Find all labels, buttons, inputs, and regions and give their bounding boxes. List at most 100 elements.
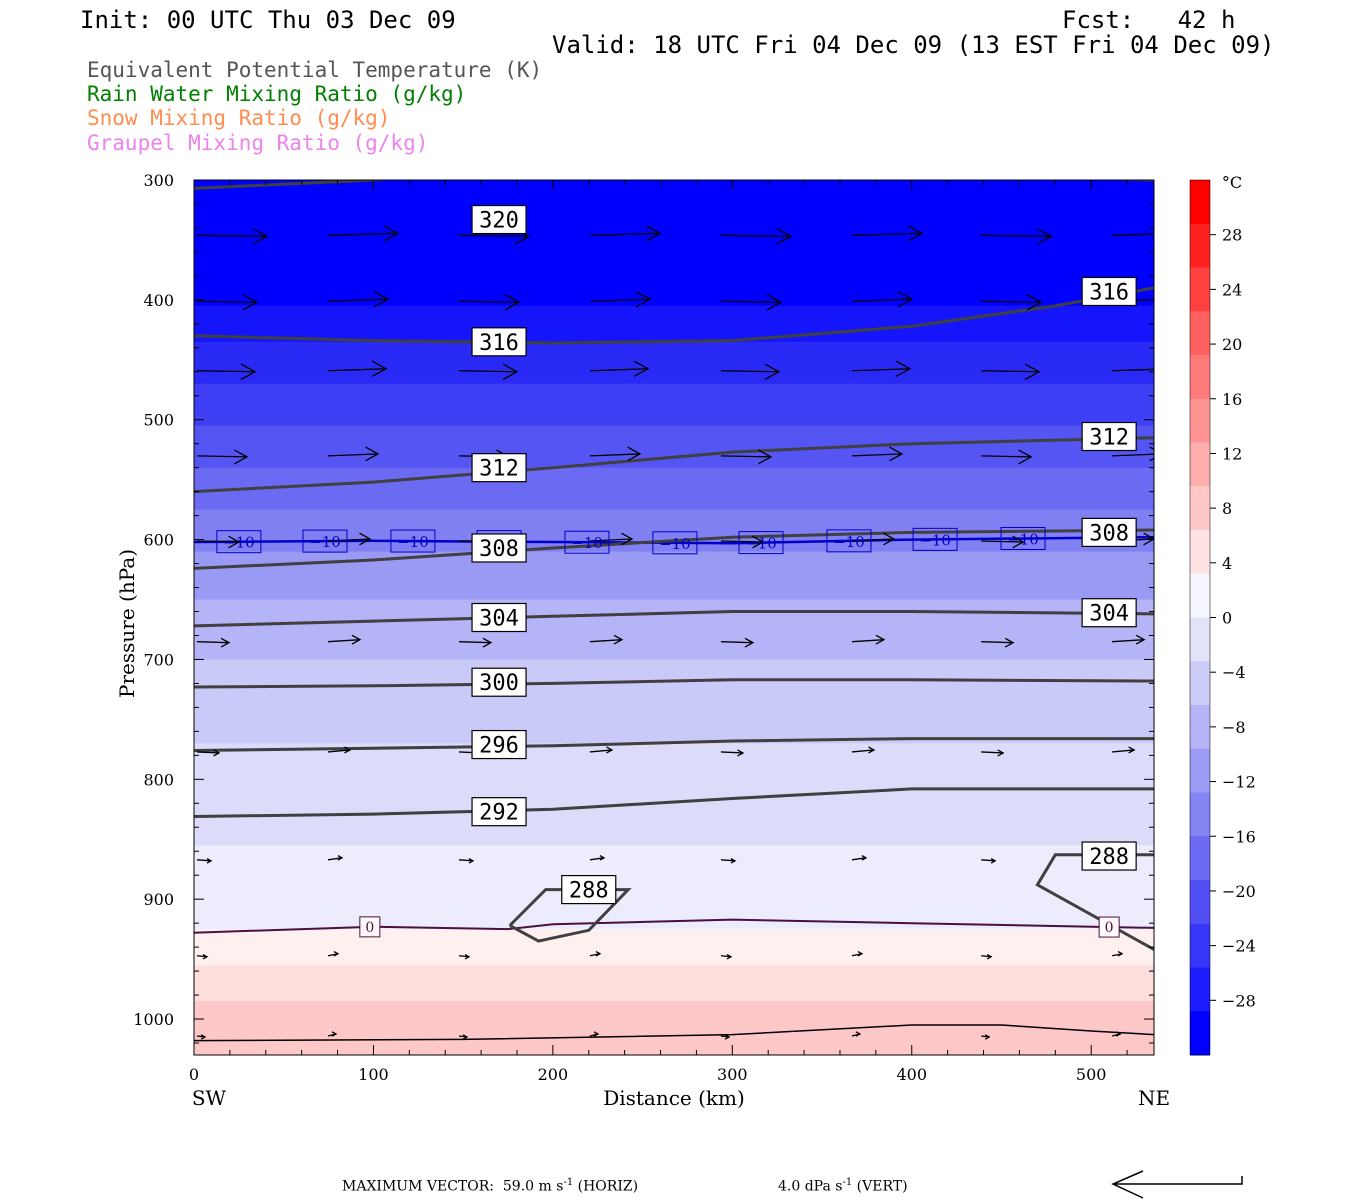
temperature-band bbox=[194, 659, 1154, 744]
wind-vector-head bbox=[234, 449, 249, 465]
colorbar-swatch bbox=[1190, 1011, 1210, 1056]
wind-vector bbox=[458, 859, 474, 862]
wind-vector-head bbox=[468, 858, 475, 864]
theta-e-label-box bbox=[471, 204, 527, 235]
isotherm-label-box bbox=[652, 531, 698, 555]
wind-vector bbox=[196, 300, 258, 303]
wind-vector bbox=[851, 453, 902, 457]
wind-vector-head bbox=[359, 532, 372, 546]
wind-vector-head bbox=[213, 749, 221, 757]
wind-vector-head bbox=[1024, 363, 1041, 381]
y-tick-label: 400 bbox=[143, 291, 174, 310]
wind-vector-head bbox=[365, 446, 380, 462]
isotherm-label-box bbox=[826, 529, 872, 553]
wind-vector bbox=[327, 232, 399, 236]
theta-e-label-box bbox=[471, 797, 527, 827]
theta-e-label: 316 bbox=[479, 331, 519, 356]
isotherm-label: −10 bbox=[919, 531, 951, 549]
wind-vector-head bbox=[752, 535, 765, 549]
wind-vector-head bbox=[242, 293, 259, 311]
max-vector-horiz: MAXIMUM VECTOR: 59.0 m s-1 (HORIZ) bbox=[342, 1177, 638, 1195]
wind-vector bbox=[981, 751, 1004, 754]
wind-vector-head bbox=[730, 858, 737, 864]
wind-vector-head bbox=[228, 535, 241, 549]
vert-exponent: -1 bbox=[842, 1177, 853, 1188]
isotherm-label-box bbox=[912, 527, 958, 551]
wind-vector bbox=[981, 641, 1014, 644]
temperature-band bbox=[194, 425, 1154, 469]
wind-vector-head bbox=[593, 1031, 600, 1037]
wind-vector-head bbox=[351, 634, 362, 645]
theta-e-label: 320 bbox=[479, 209, 519, 234]
colorbar-swatch bbox=[1190, 748, 1210, 793]
isotherm-label: −10 bbox=[833, 533, 865, 551]
wind-vector bbox=[981, 859, 996, 862]
theta-e-label-box bbox=[561, 874, 617, 905]
wind-vector bbox=[720, 751, 743, 754]
wind-vector-head bbox=[206, 858, 213, 864]
wind-vector-head bbox=[645, 225, 662, 242]
wind-vector-head bbox=[990, 858, 997, 864]
y-tick-label: 900 bbox=[143, 890, 174, 909]
wind-vector bbox=[981, 455, 1032, 458]
isotherm-label-box bbox=[738, 531, 784, 555]
wind-vector-head bbox=[606, 746, 614, 754]
wind-vector bbox=[196, 955, 208, 958]
temperature-band bbox=[194, 965, 1154, 1002]
wind-vector bbox=[196, 859, 212, 862]
y-tick-label: 600 bbox=[143, 531, 174, 550]
y-tick-label: 300 bbox=[143, 171, 174, 190]
wind-vector bbox=[851, 298, 912, 302]
horiz-value: 59.0 m s bbox=[502, 1178, 564, 1195]
wind-vector-head bbox=[724, 1034, 731, 1040]
wind-vector-head bbox=[997, 749, 1005, 757]
wind-vector bbox=[720, 370, 779, 373]
isotherm-label: −10 bbox=[659, 535, 691, 553]
isotherm-label: −10 bbox=[745, 535, 777, 553]
temperature-band bbox=[194, 180, 1154, 307]
wind-vector-head bbox=[883, 532, 896, 546]
wind-vector-head bbox=[1168, 226, 1182, 241]
colorbar-swatch bbox=[1190, 442, 1210, 487]
wind-vector-head bbox=[200, 1034, 207, 1040]
wind-vector bbox=[196, 234, 268, 237]
vert-value: 4.0 dPa s bbox=[778, 1178, 843, 1195]
wind-vector-head bbox=[737, 749, 745, 757]
wind-vector-head bbox=[758, 449, 773, 465]
theta-e-label: 304 bbox=[479, 607, 519, 632]
colorbar-swatch bbox=[1190, 398, 1210, 443]
wind-vector-head bbox=[744, 637, 755, 648]
wind-vector-head bbox=[333, 950, 340, 957]
wind-vector-head bbox=[337, 855, 344, 861]
wind-vector-head bbox=[220, 637, 231, 648]
max-vector-vert: 4.0 dPa s-1 (VERT) bbox=[778, 1177, 908, 1195]
theta-e-contour bbox=[194, 678, 1154, 689]
wind-vector-head bbox=[889, 446, 904, 462]
horiz-unit: (HORIZ) bbox=[573, 1178, 639, 1195]
isotherm-zero-label: 0 bbox=[365, 920, 374, 936]
colorbar-swatch bbox=[1190, 267, 1210, 312]
theta-e-label: 288 bbox=[569, 879, 609, 904]
wind-vector-head bbox=[613, 634, 624, 645]
temperature-band bbox=[194, 305, 1154, 343]
theta-e-label: 308 bbox=[479, 537, 519, 562]
colorbar-tick-label: 8 bbox=[1222, 499, 1232, 518]
colorbar-swatch bbox=[1190, 573, 1210, 618]
wind-vector bbox=[981, 370, 1040, 373]
init-time: Init: 00 UTC Thu 03 Dec 09 bbox=[80, 6, 456, 34]
isotherm-label: −10 bbox=[571, 534, 603, 552]
wind-vector bbox=[458, 300, 519, 303]
wind-vector bbox=[720, 455, 771, 458]
temperature-band bbox=[194, 743, 1154, 846]
wind-vector-head bbox=[502, 363, 519, 381]
theta-e-label-box bbox=[471, 602, 527, 633]
theta-e-label: 308 bbox=[1089, 521, 1129, 546]
wind-vector bbox=[589, 453, 640, 457]
colorbar-tick-label: 20 bbox=[1222, 335, 1242, 354]
wind-vector-head bbox=[897, 290, 914, 308]
y-tick-label: 500 bbox=[143, 411, 174, 430]
theta-e-label-box bbox=[471, 533, 527, 563]
wind-vector bbox=[589, 538, 633, 542]
isotherm-label-box bbox=[302, 529, 348, 553]
